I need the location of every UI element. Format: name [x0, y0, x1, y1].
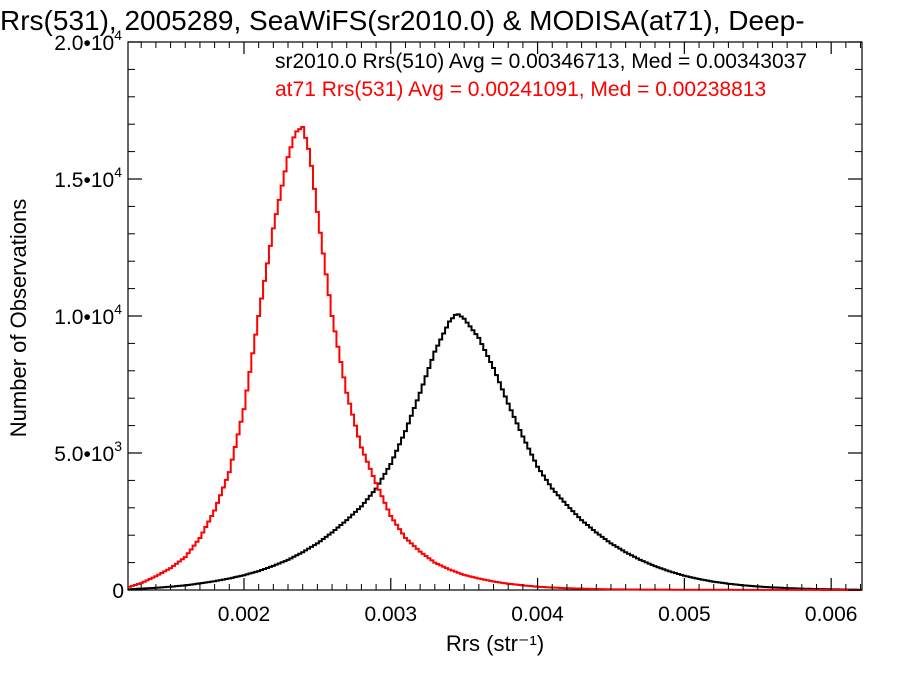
- y-tick-label: 1.0•104: [54, 301, 122, 329]
- y-tick-label: 1.5•104: [54, 164, 122, 192]
- legend-entry-at71: at71 Rrs(531) Avg = 0.00241091, Med = 0.…: [275, 78, 766, 101]
- y-axis-label: Number of Observations: [6, 199, 31, 437]
- y-tick-label: 2.0•104: [54, 27, 122, 55]
- x-tick-label: 0.004: [511, 603, 564, 626]
- series-layer: [128, 125, 862, 591]
- y-tick-label: 5.0•103: [54, 438, 122, 466]
- plot-border: [127, 41, 863, 591]
- x-tick-label: 0.003: [364, 603, 417, 626]
- histogram-series-1: [128, 313, 862, 591]
- x-tick-label: 0.006: [805, 603, 858, 626]
- legend-entry-sr2010: sr2010.0 Rrs(510) Avg = 0.00346713, Med …: [275, 50, 807, 73]
- x-tick-label: 0.002: [218, 603, 271, 626]
- histogram-series-2: [128, 125, 862, 591]
- x-tick-label: 0.005: [658, 603, 711, 626]
- chart-title: Rrs(531), 2005289, SeaWiFS(sr2010.0) & M…: [0, 5, 805, 36]
- plot-frame: [127, 41, 863, 591]
- axis-ticks: 0.002 0.003 0.004 0.005 0.006 0 5.0•103 1.0•104…: [54, 27, 862, 626]
- y-tick-label: 0: [112, 580, 124, 603]
- x-axis-label: Rrs (str⁻¹): [446, 631, 544, 656]
